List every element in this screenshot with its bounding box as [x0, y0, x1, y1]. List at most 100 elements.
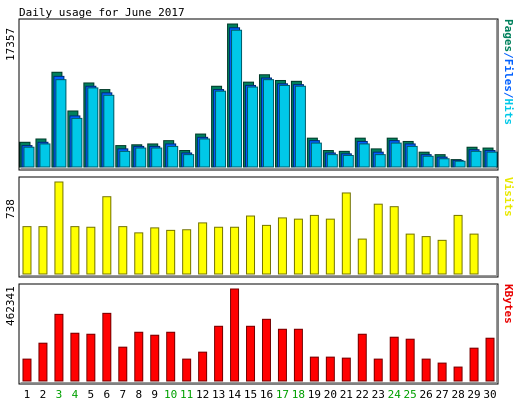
bar-pages-day-29 — [470, 150, 482, 168]
x-tick-label: 2 — [40, 388, 47, 401]
bar-visits-day-27 — [437, 239, 447, 275]
x-tick-label: 27 — [435, 388, 448, 401]
bar-pages-day-16 — [262, 79, 274, 168]
bar-visits-day-3 — [54, 181, 64, 275]
panel-legend: Pages/Files/Hits — [502, 19, 515, 125]
x-tick-label: 17 — [276, 388, 289, 401]
legend-part: KBytes — [502, 284, 515, 324]
bar-visits-day-19 — [309, 214, 319, 275]
x-tick-label: 28 — [451, 388, 464, 401]
bar-kbytes-day-16 — [261, 318, 271, 382]
bar-pages-day-3 — [55, 79, 67, 168]
x-tick-label: 3 — [56, 388, 63, 401]
bar-visits-day-7 — [118, 226, 128, 275]
legend-part: Pages — [502, 19, 515, 52]
bar-pages-day-28 — [454, 160, 466, 168]
bar-pages-day-13 — [215, 90, 227, 168]
bar-visits-day-17 — [277, 217, 287, 275]
bar-pages-day-10 — [167, 145, 179, 168]
x-tick-label: 12 — [196, 388, 209, 401]
bar-visits-day-9 — [150, 227, 160, 275]
bar-pages-day-8 — [135, 147, 147, 168]
x-axis-labels: 1 2 3 4 5 6 7 8 9 10 11 12 13 14 15 16 17 18 19 20 21 22 23 24 2… — [24, 388, 497, 401]
bar-visits-day-26 — [421, 236, 431, 275]
bar-visits-day-28 — [453, 214, 463, 275]
x-tick-label: 11 — [180, 388, 193, 401]
bar-visits-day-20 — [325, 218, 335, 275]
bar-kbytes-day-15 — [246, 325, 256, 382]
bar-pages-day-1 — [23, 146, 35, 168]
x-tick-label: 26 — [420, 388, 433, 401]
bar-kbytes-day-24 — [389, 336, 399, 382]
bar-visits-day-10 — [166, 229, 176, 275]
x-tick-label: 30 — [483, 388, 496, 401]
bar-visits-day-8 — [134, 232, 144, 275]
bar-kbytes-day-27 — [437, 362, 447, 382]
bar-visits-day-23 — [373, 203, 383, 275]
bar-visits-day-21 — [341, 192, 351, 275]
panel-max-label: 738 — [4, 199, 17, 219]
x-tick-label: 8 — [135, 388, 142, 401]
panel-visits: 738 Visits — [4, 176, 515, 278]
x-tick-label: 29 — [467, 388, 480, 401]
bar-kbytes-day-13 — [214, 325, 224, 382]
x-tick-label: 16 — [260, 388, 273, 401]
bar-pages-day-4 — [71, 117, 83, 168]
x-tick-label: 20 — [324, 388, 337, 401]
x-tick-label: 9 — [151, 388, 158, 401]
bar-visits-day-1 — [22, 226, 32, 275]
bar-pages-day-14 — [231, 29, 243, 168]
bar-visits-day-25 — [405, 233, 415, 275]
x-tick-label: 19 — [308, 388, 321, 401]
panel-frame — [18, 283, 499, 385]
bar-pages-day-7 — [119, 150, 131, 168]
bar-kbytes-day-22 — [357, 333, 367, 382]
x-tick-label: 6 — [104, 388, 111, 401]
panel-kbytes: 462341 KBytes — [4, 283, 515, 385]
panel-pages-files-hits: 17357 Pages/Files/Hits — [4, 18, 515, 171]
x-tick-label: 4 — [72, 388, 79, 401]
bar-kbytes-day-17 — [277, 328, 287, 382]
bar-pages-day-18 — [294, 85, 306, 168]
bar-pages-day-17 — [278, 84, 290, 168]
x-tick-label: 25 — [404, 388, 417, 401]
legend-part: / — [502, 92, 515, 99]
bar-visits-day-15 — [246, 215, 256, 275]
bar-pages-day-25 — [406, 145, 418, 168]
bar-kbytes-day-3 — [54, 313, 64, 382]
legend-part: / — [502, 52, 515, 59]
x-tick-label: 7 — [119, 388, 126, 401]
bar-kbytes-day-25 — [405, 338, 415, 382]
bar-kbytes-day-11 — [182, 358, 192, 382]
bar-kbytes-day-10 — [166, 331, 176, 382]
x-tick-label: 22 — [356, 388, 369, 401]
x-tick-label: 10 — [164, 388, 177, 401]
bar-visits-day-16 — [261, 224, 271, 275]
bar-pages-day-6 — [103, 94, 115, 168]
bar-visits-day-13 — [214, 226, 224, 275]
bar-kbytes-day-28 — [453, 366, 463, 382]
bar-visits-day-11 — [182, 229, 192, 275]
bar-kbytes-day-19 — [309, 356, 319, 382]
bar-pages-day-24 — [390, 142, 402, 168]
bar-pages-day-19 — [310, 142, 322, 168]
x-tick-label: 1 — [24, 388, 31, 401]
x-tick-label: 24 — [388, 388, 402, 401]
panel-legend: KBytes — [502, 284, 515, 324]
bar-kbytes-day-8 — [134, 331, 144, 382]
bar-kbytes-day-6 — [102, 312, 112, 382]
legend-part: Hits — [502, 99, 515, 126]
bar-kbytes-day-14 — [230, 288, 240, 382]
legend-part: Files — [502, 59, 515, 92]
legend-part: Visits — [502, 177, 515, 217]
x-tick-label: 18 — [292, 388, 305, 401]
bar-pages-day-27 — [438, 158, 450, 168]
bar-kbytes-day-23 — [373, 358, 383, 382]
bar-visits-day-4 — [70, 226, 80, 275]
bar-visits-day-22 — [357, 238, 367, 275]
bar-pages-day-22 — [358, 143, 370, 168]
bar-kbytes-day-12 — [198, 351, 208, 382]
bar-visits-day-18 — [293, 218, 303, 275]
panel-max-label: 462341 — [4, 286, 17, 326]
